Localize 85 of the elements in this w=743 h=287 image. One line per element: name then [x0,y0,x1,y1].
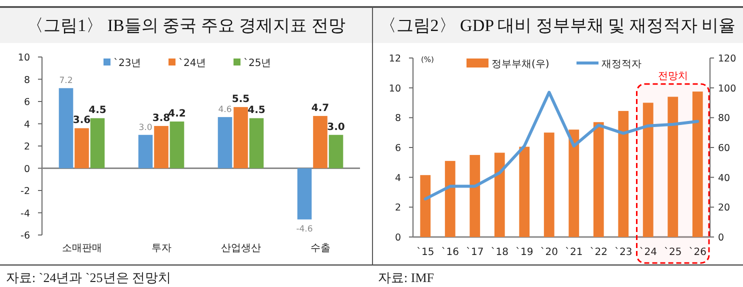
bar [328,134,344,168]
y-tick-label: 12 [388,54,401,64]
chart-title: 〈그림1〉 IB들의 중국 주요 경제지표 전망 [26,16,346,35]
bar [642,102,654,237]
x-tick-label: `25 [664,247,682,258]
y-tick-label: 0 [394,232,401,244]
y-tick-label: 4 [394,172,401,184]
bar [444,160,456,237]
legend-label: 정부부채(우) [492,59,550,70]
legend-label: `25년 [244,58,272,69]
bar [138,134,153,168]
y2-tick-label: 60 [718,143,730,154]
bar [420,175,431,237]
legend-label: `24년 [178,58,206,69]
legend-label: `23년 [114,58,142,69]
y-tick-label: 0 [24,164,30,175]
x-tick-label: `26 [688,247,706,258]
data-label: -4.6 [296,224,313,234]
bar [234,107,248,168]
bar [154,126,168,168]
y-tick-label: 10 [18,52,30,64]
bar [74,128,89,168]
x-tick-label: `23 [614,247,632,258]
y-tick-label: 6 [394,143,401,154]
data-label: 4.5 [88,105,106,116]
x-tick-label: `19 [516,247,534,258]
bar [494,152,505,237]
bar [544,132,554,237]
bar [249,118,264,168]
y-tick-label: 8 [24,74,30,86]
y-tick-label: -6 [20,230,30,242]
bar [470,154,480,237]
y2-tick-label: 40 [718,172,730,184]
data-label: 3.0 [327,122,345,133]
bar [218,117,232,168]
x-tick-label: `22 [590,247,608,258]
x-tick-label: 수출 [310,243,330,254]
y2-tick-label: 80 [718,113,730,124]
x-tick-label: 소매판매 [62,243,102,254]
y-tick-label: 8 [394,113,401,124]
data-label: 7.2 [59,76,73,86]
y2-tick-label: 20 [718,202,730,214]
y-tick-label: -2 [20,186,30,197]
x-tick-label: `15 [416,247,434,258]
x-tick-label: `21 [565,247,583,258]
x-tick-label: `16 [441,247,459,258]
x-tick-label: 산업생산 [220,243,261,254]
y2-tick-label: 120 [718,54,736,64]
bar [519,146,530,237]
x-tick-label: `18 [490,247,508,258]
bar [568,130,580,237]
x-tick-label: `24 [639,247,657,258]
x-tick-label: 투자 [151,243,172,254]
data-label: 3.6 [72,115,91,126]
bar [297,168,312,220]
bar [170,122,184,168]
data-label: 4.2 [168,108,186,120]
band-label: 전망치 [658,70,688,82]
y-tick-label: 2 [394,202,401,214]
y-tick-label: 2 [24,142,30,152]
y-tick-label: -4 [20,208,30,220]
y-tick-label: 6 [24,97,30,108]
bar [58,88,74,168]
y2-tick-label: 0 [718,232,724,244]
text: 자료: `24년과 `25년은 전망치 [6,270,172,285]
chart-title: 〈그림2〉 GDP 대비 정부부채 및 재정적자 비율 [379,16,736,35]
data-label: 5.5 [232,94,250,106]
data-label: 3.0 [138,122,152,133]
bar [313,116,328,168]
text: 자료: IMF [378,270,434,285]
y-tick-label: 10 [388,83,401,94]
data-label: 4.7 [311,102,330,114]
bar [618,110,629,237]
y-tick-label: 4 [24,119,30,130]
bar [90,118,105,168]
line-series [424,90,700,200]
x-tick-label: `17 [466,247,484,258]
x-tick-label: `20 [540,247,558,258]
bar [593,122,604,237]
data-label: 4.5 [248,105,266,116]
bar [692,92,703,237]
bar [668,96,678,237]
data-label: 4.6 [218,105,232,116]
legend-label: 재정적자 [602,59,642,70]
y2-tick-label: 100 [718,83,736,94]
